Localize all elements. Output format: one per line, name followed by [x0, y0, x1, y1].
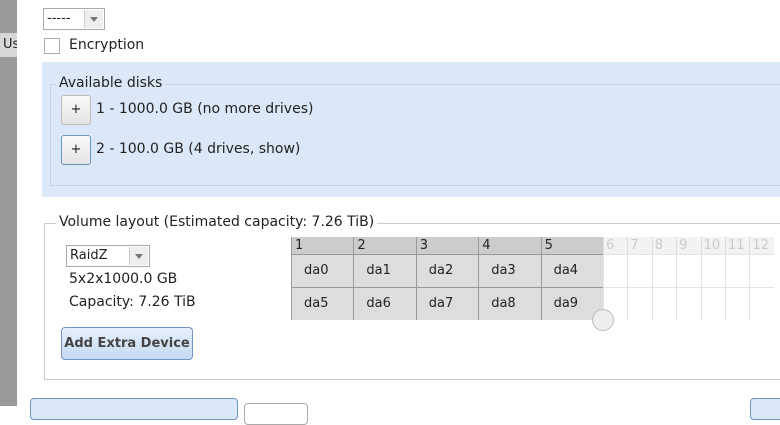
disk-cell: da8: [478, 287, 541, 320]
empty-cell: [749, 287, 774, 320]
disk-item: 1 - 1000.0 GB (no more drives): [96, 101, 314, 117]
column-header: 7: [627, 237, 652, 254]
layout-fieldset: [44, 223, 780, 380]
column-header: 2: [353, 237, 416, 254]
empty-cell: [700, 254, 725, 287]
available-panel: Available disks + 1 - 1000.0 GB (no more…: [42, 62, 780, 197]
column-header: 11: [725, 237, 750, 254]
disk-cell: da0: [291, 254, 354, 287]
disk-cell: da6: [353, 287, 416, 320]
add-disk-button[interactable]: +: [61, 95, 91, 125]
add-disk-button[interactable]: +: [61, 135, 91, 165]
column-header: 10: [700, 237, 725, 254]
empty-cell: [676, 254, 701, 287]
resize-handle[interactable]: [592, 309, 614, 331]
column-header: 6: [603, 237, 628, 254]
select-value: RaidZ: [70, 248, 108, 263]
fieldset: [50, 84, 780, 186]
disk-cell: da1: [353, 254, 416, 287]
backdrop: [0, 0, 17, 406]
empty-cell: [603, 254, 628, 287]
disk-cell: da4: [540, 254, 603, 287]
legend: Available disks: [56, 75, 166, 91]
disk-cell: da3: [478, 254, 541, 287]
disk-cell: da2: [415, 254, 479, 287]
raid-select[interactable]: RaidZ: [66, 245, 150, 267]
column-header: 5: [540, 237, 603, 254]
column-header: 1: [291, 237, 354, 254]
checkbox-label: Encryption: [69, 37, 145, 53]
bottom-button[interactable]: [244, 403, 308, 425]
empty-cell: [700, 287, 725, 320]
empty-cell: [651, 287, 677, 320]
empty-cell: [627, 254, 652, 287]
checkbox[interactable]: [44, 38, 60, 54]
disk-cell: da5: [291, 287, 354, 320]
column-header: 4: [478, 237, 541, 254]
disk-item: 2 - 100.0 GB (4 drives, show): [96, 141, 301, 157]
empty-cell: [627, 287, 652, 320]
bottom-button[interactable]: [30, 398, 238, 420]
layout-summary: 5x2x1000.0 GB: [69, 271, 178, 287]
empty-cell: [725, 254, 750, 287]
disk-cell: da7: [415, 287, 479, 320]
top-select[interactable]: -----: [43, 8, 105, 30]
legend: Volume layout (Estimated capacity: 7.26 …: [56, 214, 378, 230]
empty-cell: [725, 287, 750, 320]
empty-cell: [749, 254, 774, 287]
select-value: -----: [47, 11, 71, 26]
empty-cell: [651, 254, 677, 287]
column-header: 9: [676, 237, 701, 254]
empty-cell: [603, 287, 628, 320]
column-header: 3: [415, 237, 479, 254]
sidebar-tab: Us: [0, 33, 17, 57]
select-arrow: [84, 10, 103, 28]
bottom-button[interactable]: [750, 398, 780, 420]
select-arrow: [129, 247, 148, 265]
add-extra-device-button[interactable]: Add Extra Device: [61, 327, 193, 360]
column-header: 12: [749, 237, 774, 254]
column-header: 8: [651, 237, 677, 254]
capacity: Capacity: 7.26 TiB: [69, 294, 196, 310]
empty-cell: [676, 287, 701, 320]
